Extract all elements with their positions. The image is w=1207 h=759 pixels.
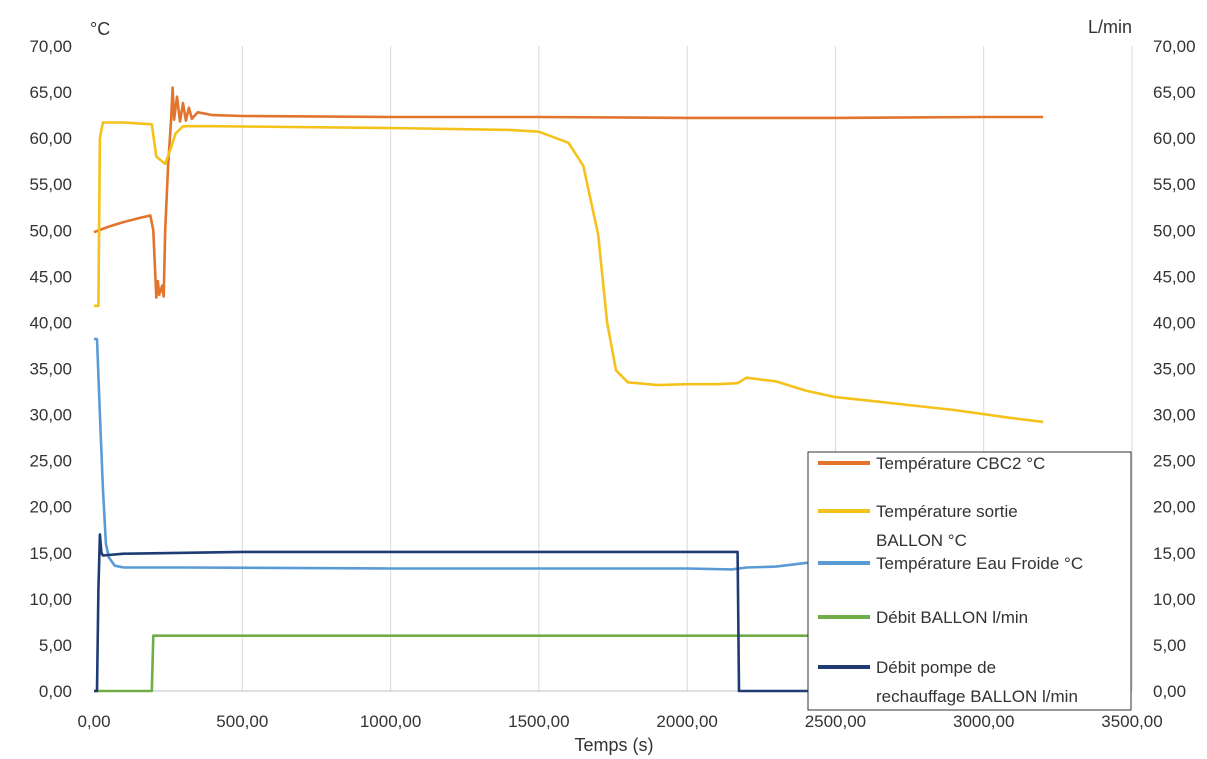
y-left-tick-label: 15,00 bbox=[29, 544, 72, 563]
y-right-tick-label: 65,00 bbox=[1153, 83, 1196, 102]
y-axis-left-title: °C bbox=[90, 19, 110, 39]
x-axis-title: Temps (s) bbox=[574, 735, 653, 755]
y-left-tick-label: 50,00 bbox=[29, 221, 72, 240]
legend-label: Température Eau Froide °C bbox=[876, 554, 1083, 573]
grid-layer bbox=[94, 46, 1133, 692]
y-right-tick-label: 45,00 bbox=[1153, 267, 1196, 286]
y-right-tick-label: 20,00 bbox=[1153, 498, 1196, 517]
legend: Température CBC2 °C Température sortie BAL… bbox=[807, 451, 1132, 711]
y-right-tick-label: 25,00 bbox=[1153, 452, 1196, 471]
y-left-tick-label: 55,00 bbox=[29, 175, 72, 194]
series-layer bbox=[93, 86, 1044, 693]
y-left-tick-label: 70,00 bbox=[29, 37, 72, 56]
y-left-tick-label: 35,00 bbox=[29, 360, 72, 379]
legend-label: rechauffage BALLON l/min bbox=[876, 687, 1078, 706]
y-right-tick-label: 35,00 bbox=[1153, 360, 1196, 379]
y-left-tick-label: 0,00 bbox=[39, 682, 72, 701]
series-line-4 bbox=[94, 634, 830, 693]
y-right-tick-label: 0,00 bbox=[1153, 682, 1186, 701]
axis-layer: °C L/min Temps (s) 0,00 500,00 1000,00 1500… bbox=[29, 17, 1195, 755]
x-tick-label: 3500,00 bbox=[1101, 712, 1162, 731]
y-right-tick-label: 10,00 bbox=[1153, 590, 1196, 609]
y-left-tick-label: 45,00 bbox=[29, 267, 72, 286]
legend-label: BALLON °C bbox=[876, 531, 967, 550]
x-tick-label: 2500,00 bbox=[805, 712, 866, 731]
y-right-tick-label: 15,00 bbox=[1153, 544, 1196, 563]
y-left-tick-label: 20,00 bbox=[29, 498, 72, 517]
series-line-1 bbox=[93, 86, 1043, 299]
y-axis-right-title: L/min bbox=[1088, 17, 1132, 37]
y-left-tick-label: 65,00 bbox=[29, 83, 72, 102]
legend-label: Température CBC2 °C bbox=[876, 454, 1045, 473]
y-right-tick-label: 60,00 bbox=[1153, 129, 1196, 148]
series-line-5 bbox=[94, 533, 830, 693]
series-line-3 bbox=[94, 337, 830, 571]
y-left-tick-label: 30,00 bbox=[29, 406, 72, 425]
y-right-tick-label: 50,00 bbox=[1153, 221, 1196, 240]
y-left-tick-label: 25,00 bbox=[29, 452, 72, 471]
x-tick-label: 3000,00 bbox=[953, 712, 1014, 731]
series-line-2 bbox=[94, 121, 1044, 424]
y-right-tick-label: 40,00 bbox=[1153, 313, 1196, 332]
legend-label: Débit pompe de bbox=[876, 658, 996, 677]
x-tick-label: 500,00 bbox=[216, 712, 268, 731]
x-tick-label: 1500,00 bbox=[508, 712, 569, 731]
y-right-tick-label: 55,00 bbox=[1153, 175, 1196, 194]
x-tick-label: 0,00 bbox=[77, 712, 110, 731]
x-tick-label: 1000,00 bbox=[360, 712, 421, 731]
x-tick-label: 2000,00 bbox=[656, 712, 717, 731]
y-left-tick-label: 40,00 bbox=[29, 313, 72, 332]
y-right-tick-label: 70,00 bbox=[1153, 37, 1196, 56]
y-left-tick-label: 60,00 bbox=[29, 129, 72, 148]
legend-label: Débit BALLON l/min bbox=[876, 608, 1028, 627]
y-right-tick-label: 30,00 bbox=[1153, 406, 1196, 425]
y-left-tick-label: 10,00 bbox=[29, 590, 72, 609]
y-right-tick-label: 5,00 bbox=[1153, 636, 1186, 655]
y-left-tick-label: 5,00 bbox=[39, 636, 72, 655]
legend-label: Température sortie bbox=[876, 502, 1018, 521]
